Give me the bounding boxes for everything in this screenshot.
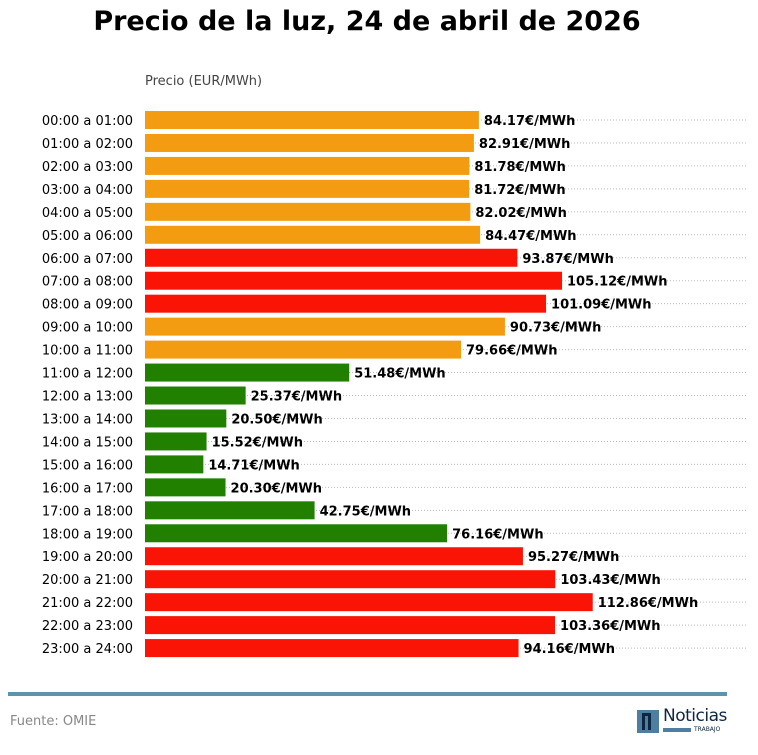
value-label: 101.09€/MWh (551, 298, 652, 313)
value-label: 25.37€/MWh (251, 390, 342, 405)
value-label: 42.75€/MWh (320, 504, 411, 519)
bar (145, 248, 518, 267)
value-label: 105.12€/MWh (567, 275, 668, 290)
value-label: 15.52€/MWh (212, 435, 303, 450)
bar (145, 478, 226, 497)
footer-divider (8, 692, 727, 696)
value-label: 103.43€/MWh (560, 573, 661, 588)
category-label: 15:00 a 16:00 (42, 458, 133, 473)
category-label: 07:00 a 08:00 (42, 275, 133, 290)
category-label: 08:00 a 09:00 (42, 298, 133, 313)
logo-subtext: TRABAJO (694, 726, 721, 733)
bar (145, 202, 471, 221)
x-axis-label: Precio (EUR/MWh) (145, 74, 263, 89)
category-label: 17:00 a 18:00 (42, 504, 133, 519)
category-label: 18:00 a 19:00 (42, 527, 133, 542)
category-label: 14:00 a 15:00 (42, 435, 133, 450)
bar (145, 225, 481, 244)
bar (145, 294, 547, 313)
value-label: 76.16€/MWh (452, 527, 543, 542)
bar (145, 455, 204, 474)
value-label: 20.30€/MWh (231, 481, 322, 496)
value-label: 20.50€/MWh (231, 412, 322, 427)
value-label: 95.27€/MWh (528, 550, 619, 565)
bar (145, 386, 246, 405)
category-label: 06:00 a 07:00 (42, 252, 133, 267)
category-label: 04:00 a 05:00 (42, 206, 133, 221)
category-label: 03:00 a 04:00 (42, 183, 133, 198)
value-label: 14.71€/MWh (208, 458, 299, 473)
category-label: 12:00 a 13:00 (42, 390, 133, 405)
bar (145, 409, 227, 428)
value-label: 90.73€/MWh (510, 321, 601, 336)
logo-text: Noticias (663, 706, 727, 726)
bar (145, 639, 519, 658)
category-label: 10:00 a 11:00 (42, 344, 133, 359)
bar (145, 156, 470, 175)
category-label: 20:00 a 21:00 (42, 573, 133, 588)
chart-title: Precio de la luz, 24 de abril de 2026 (93, 6, 641, 37)
category-label: 21:00 a 22:00 (42, 596, 133, 611)
category-label: 19:00 a 20:00 (42, 550, 133, 565)
category-label: 13:00 a 14:00 (42, 412, 133, 427)
value-label: 51.48€/MWh (354, 367, 445, 382)
bar (145, 616, 556, 635)
value-label: 81.72€/MWh (474, 183, 565, 198)
bar (145, 271, 563, 290)
value-label: 94.16€/MWh (524, 642, 615, 657)
category-label: 16:00 a 17:00 (42, 481, 133, 496)
bar (145, 133, 474, 152)
value-label: 82.91€/MWh (479, 137, 570, 152)
value-label: 84.47€/MWh (485, 229, 576, 244)
bar (145, 570, 556, 589)
bar (145, 501, 315, 520)
value-label: 112.86€/MWh (598, 596, 699, 611)
bar (145, 179, 470, 198)
category-label: 00:00 a 01:00 (42, 114, 133, 129)
bar (145, 317, 505, 336)
bar (145, 111, 479, 129)
category-label: 22:00 a 23:00 (42, 619, 133, 634)
category-label: 09:00 a 10:00 (42, 321, 133, 336)
bar (145, 340, 462, 359)
value-label: 84.17€/MWh (484, 114, 575, 129)
bar (145, 524, 448, 543)
category-label: 23:00 a 24:00 (42, 642, 133, 657)
noticias-trabajo-logo: Noticias TRABAJO (637, 706, 729, 735)
bar (145, 363, 350, 382)
category-label: 05:00 a 06:00 (42, 229, 133, 244)
logo-icon (637, 710, 659, 733)
bar (145, 593, 593, 612)
value-label: 93.87€/MWh (522, 252, 613, 267)
bar (145, 432, 207, 451)
logo-underline (663, 728, 691, 732)
value-label: 103.36€/MWh (560, 619, 661, 634)
bar (145, 547, 523, 566)
category-label: 01:00 a 02:00 (42, 137, 133, 152)
category-label: 11:00 a 12:00 (42, 367, 133, 382)
category-label: 02:00 a 03:00 (42, 160, 133, 175)
bar-chart: 00:00 a 01:00 84.17€/MWh 01:00 a 02:00 82.9… (42, 111, 748, 658)
value-label: 82.02€/MWh (475, 206, 566, 221)
source-note: Fuente: OMIE (10, 714, 97, 729)
value-label: 81.78€/MWh (474, 160, 565, 175)
value-label: 79.66€/MWh (466, 344, 557, 359)
